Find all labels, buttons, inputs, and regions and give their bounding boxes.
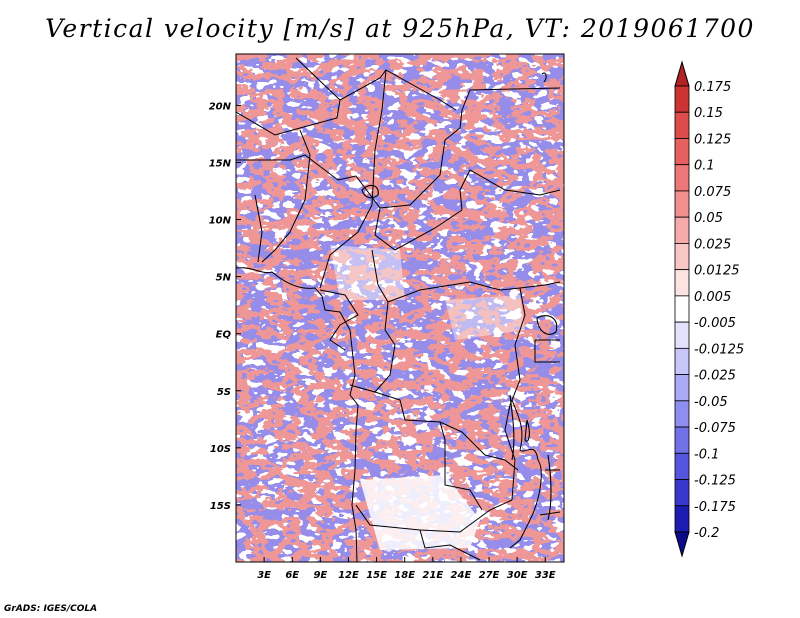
colorbar-label: 0.1 [694,159,715,174]
x-tick-label: 21E [422,570,443,581]
y-tick-label: 15S [210,501,231,512]
colorbar-segment [674,138,690,166]
lakes [361,72,558,521]
y-tick-label: 20N [209,101,232,112]
x-tick-label: 27E [479,570,500,581]
lake-tanganyika-outline [509,394,515,461]
colorbar-segment [674,111,690,139]
x-tick-label: 18E [394,570,415,581]
x-tick-label: 3E [257,570,271,581]
y-tick-label: 10S [210,444,231,455]
colorbar-segment [674,347,690,375]
x-axis: 3E 6E 9E 12E 15E 18E 21E 24E 27E 30E 33E [257,557,556,581]
x-tick-label: 6E [285,570,299,581]
colorbar-bottom-triangle [674,531,690,558]
colorbar-label: 0.0125 [694,264,740,279]
map-plot-area: 3E 6E 9E 12E 15E 18E 21E 24E 27E 30E 33E 20N 15N 10N… [209,53,565,581]
colorbar-label: 0.025 [694,237,731,252]
colorbar-label: -0.005 [694,316,736,331]
lake-victoria-outline [536,315,558,335]
colorbar-top-triangle [674,60,690,87]
colorbar-segment [674,243,690,271]
nile-outline [541,72,547,83]
map-frame [235,53,565,563]
map-title: Vertical velocity [m/s] at 925hPa, VT: 2… [45,14,755,43]
colorbar-label: -0.0125 [694,342,744,357]
colorbar-segment [674,295,690,323]
x-tick-label: 30E [507,570,528,581]
colorbar-segment [674,452,690,480]
colorbar-segment [674,426,690,454]
colorbar-segment [674,269,690,297]
lake-chad-outline [361,184,379,199]
colorbar-label: -0.2 [694,526,719,541]
colorbar-label: 0.15 [694,106,723,121]
colorbar-segment [674,85,690,113]
x-tick-label: 9E [313,570,327,581]
y-tick-label: 10N [209,216,232,227]
lake-mweru-outline [524,419,530,442]
x-tick-label: 12E [338,570,359,581]
colorbar-label: -0.1 [694,447,719,462]
colorbar-label: 0.125 [694,132,731,147]
colorbar-label: 0.005 [694,290,731,305]
colorbar-segment [674,321,690,349]
colorbar-label: 0.05 [694,211,723,226]
x-tick-label: 24E [451,570,472,581]
colorbar-segment [674,216,690,244]
colorbar-label: -0.175 [694,500,736,515]
colorbar-segment [674,479,690,507]
lake-malawi-outline [547,454,552,521]
y-tick-label: 5S [217,387,231,398]
colorbar-label: 0.075 [694,185,731,200]
colorbar-label: -0.075 [694,421,736,436]
y-tick-label: 5N [216,273,232,284]
y-axis: 20N 15N 10N 5N EQ 5S 10S 15S [209,101,241,512]
velocity-field [236,54,564,562]
grads-credit: GrADS: IGES/COLA [4,604,98,614]
country-borders [236,57,561,562]
colorbar-label: -0.05 [694,395,728,410]
colorbar-segment [674,374,690,402]
colorbar-segment [674,190,690,218]
colorbar-label: -0.125 [694,474,736,489]
colorbar-label: -0.025 [694,369,736,384]
colorbar: 0.175 0.15 0.125 0.1 0.075 0.05 0.025 0.0125 0.0… [674,60,744,558]
y-tick-label: 15N [209,158,232,169]
y-tick-label: EQ [216,330,232,341]
colorbar-segment [674,400,690,428]
x-tick-label: 15E [366,570,387,581]
colorbar-label: 0.175 [694,80,731,95]
colorbar-segment [674,164,690,192]
x-tick-label: 33E [535,570,556,581]
colorbar-segment [674,505,690,533]
